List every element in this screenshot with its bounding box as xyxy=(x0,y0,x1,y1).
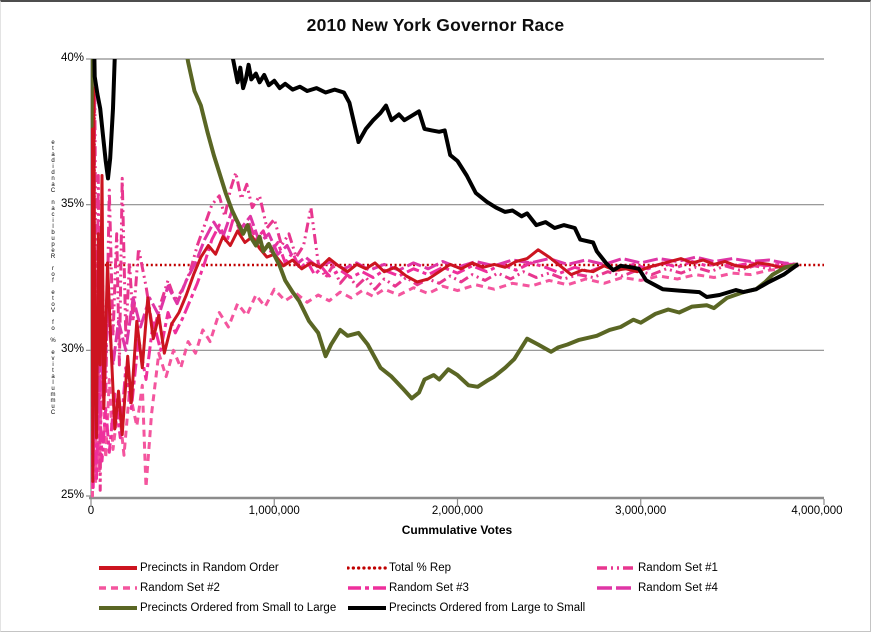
legend-item-random-set-4: Random Set #4 xyxy=(596,581,798,595)
legend-line-sample-random-set-3 xyxy=(348,586,386,590)
y-tick-label-30: 30% xyxy=(60,343,84,356)
y-axis-title: etadidnaC nacilbupeR rof etoV fo % evita… xyxy=(50,140,56,416)
x-axis-title: Cummulative Votes xyxy=(401,523,513,537)
x-tick-label-0: 0 xyxy=(87,505,95,517)
series-line-precincts-ordered-from-large-to-small xyxy=(92,59,800,299)
x-tick-label-4000000: 4,000,000 xyxy=(791,505,843,517)
legend-label-random-set-2: Random Set #2 xyxy=(140,582,220,594)
series-line-random-set-1 xyxy=(91,63,799,492)
y-tick-label-25: 25% xyxy=(60,489,84,501)
legend-label-precincts-in-random-order: Precincts in Random Order xyxy=(140,562,279,574)
legend: Precincts in Random Order Total % Rep Rand… xyxy=(98,558,798,618)
legend-item-random-set-2: Random Set #2 xyxy=(98,581,347,595)
y-tick-label-35: 35% xyxy=(60,197,84,210)
legend-line-sample-random-set-1 xyxy=(597,566,635,570)
series-line-precincts-in-random-order xyxy=(91,86,799,483)
y-tick-label-40: 40% xyxy=(60,52,84,64)
legend-line-sample-total-rep xyxy=(347,566,387,570)
legend-item-precincts-ordered-from-large-to-small: Precincts Ordered from Large to Small xyxy=(347,601,596,615)
x-tick-label-2000000: 2,000,000 xyxy=(431,505,484,517)
legend-line-sample-random-set-2 xyxy=(99,586,137,590)
legend-item-random-set-1: Random Set #1 xyxy=(596,561,798,575)
legend-item-total-rep: Total % Rep xyxy=(347,561,596,575)
x-tick-label-3000000: 3,000,000 xyxy=(615,505,667,517)
legend-line-sample-precincts-in-random-order xyxy=(99,566,137,570)
legend-label-total-rep: Total % Rep xyxy=(389,562,452,574)
series-line-precincts-ordered-from-small-to-large xyxy=(91,59,799,401)
legend-line-sample-random-set-4 xyxy=(597,586,635,590)
x-tick-label-1000000: 1,000,000 xyxy=(248,505,300,517)
legend-label-random-set-1: Random Set #1 xyxy=(638,562,718,574)
legend-label-random-set-3: Random Set #3 xyxy=(389,582,469,594)
legend-label-random-set-4: Random Set #4 xyxy=(638,582,718,594)
chart-title: 2010 New York Governor Race xyxy=(306,15,565,35)
legend-label-precincts-ordered-from-large-to-small: Precincts Ordered from Large to Small xyxy=(389,602,586,614)
legend-item-precincts-ordered-from-small-to-large: Precincts Ordered from Small to Large xyxy=(98,601,347,615)
legend-label-precincts-ordered-from-small-to-large: Precincts Ordered from Small to Large xyxy=(140,602,337,614)
legend-line-sample-precincts-ordered-from-small-to-large xyxy=(99,606,137,610)
legend-line-sample-precincts-ordered-from-large-to-small xyxy=(348,606,386,610)
series-line-random-set-2 xyxy=(91,59,799,498)
legend-item-random-set-3: Random Set #3 xyxy=(347,581,596,595)
legend-item-precincts-in-random-order: Precincts in Random Order xyxy=(98,561,347,575)
